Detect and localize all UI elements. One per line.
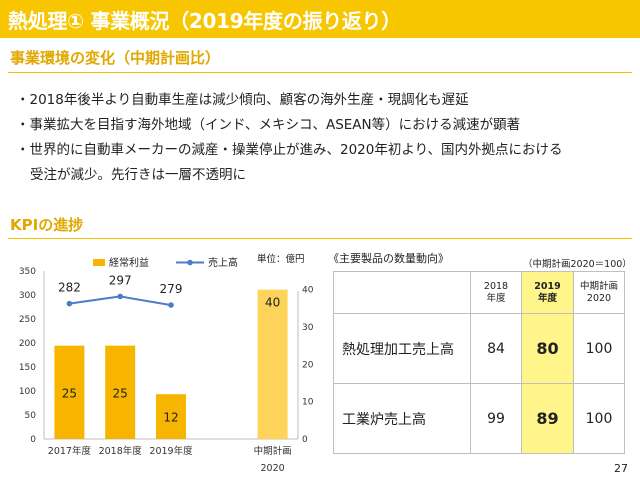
y-right-tick-label: 10 xyxy=(302,398,314,408)
x-tick-label: 中期計画 xyxy=(254,445,292,457)
bullet-item-continuation: 受注が減少。先行きは一層不透明に xyxy=(30,167,246,183)
quantity-table: 2018 年度 2019 年度 中期計画 2020 熱処理加工売上高 84 80 10… xyxy=(333,271,625,454)
row-label: 工業炉売上高 xyxy=(333,383,471,454)
header-line2: 年度 xyxy=(486,292,506,304)
bar xyxy=(156,394,186,439)
table-header-row: 2018 年度 2019 年度 中期計画 2020 xyxy=(333,271,625,314)
table-header-cell: 2018 年度 xyxy=(470,271,522,314)
y-left-tick-label: 0 xyxy=(30,435,36,445)
section-heading-kpi: KPIの進捗 xyxy=(10,216,84,234)
x-tick-label: 2019年度 xyxy=(149,445,193,457)
table-header-empty xyxy=(333,271,471,314)
legend-label-bar: 経常利益 xyxy=(109,256,149,269)
y-left-tick-label: 200 xyxy=(19,339,36,349)
section-divider xyxy=(8,72,632,73)
table-cell: 100 xyxy=(573,383,625,454)
title-bar: 熱処理① 事業概況（2019年度の振り返り） xyxy=(0,0,640,38)
table-cell: 99 xyxy=(470,383,522,454)
table-header-cell: 中期計画 2020 xyxy=(573,271,625,314)
section-divider xyxy=(8,238,632,239)
line-point xyxy=(66,300,73,307)
section-heading-environment: 事業環境の変化（中期計画比） xyxy=(10,49,221,67)
page-number: 27 xyxy=(614,462,628,475)
y-right-tick-label: 0 xyxy=(302,435,308,445)
bar xyxy=(105,345,136,439)
line-value-label: 279 xyxy=(160,282,183,296)
legend-swatch-line-point xyxy=(187,259,193,266)
line-point xyxy=(168,302,174,308)
table-cell: 84 xyxy=(470,313,522,384)
table-cell: 100 xyxy=(573,313,625,384)
row-label: 熱処理加工売上高 xyxy=(333,313,471,384)
bullet-item: ・世界的に自動車メーカーの減産・操業停止が進み、2020年初より、国内外拠点にお… xyxy=(16,142,563,158)
chart-unit-label: 単位：億円 xyxy=(257,253,305,265)
bullet-item: ・事業拡大を目指す海外地域（インド、メキシコ、ASEAN等）における減速が顕著 xyxy=(16,117,521,133)
table-cell-highlight: 80 xyxy=(521,313,574,384)
line-point xyxy=(117,293,123,300)
slide-title: 熱処理① 事業概況（2019年度の振り返り） xyxy=(8,9,401,33)
table-cell-highlight: 89 xyxy=(521,383,574,454)
y-right-tick-label: 20 xyxy=(302,360,314,370)
y-right-tick-label: 30 xyxy=(302,323,314,333)
y-left-tick-label: 300 xyxy=(19,291,36,301)
x-tick-label: 2018年度 xyxy=(99,445,143,457)
bar xyxy=(54,345,85,439)
legend-label-line: 売上高 xyxy=(208,256,238,269)
kpi-chart: 0 50 100 150 200 250 300 350 0 10 20 30 40 25 25 12 40 28… xyxy=(19,253,314,474)
header-line1: 2018 xyxy=(483,280,509,292)
table-row: 工業炉売上高 99 89 100 xyxy=(333,383,625,454)
header-line1: 2019 xyxy=(534,280,561,292)
line-value-label: 297 xyxy=(109,273,132,287)
x-tick-sublabel: 2020 xyxy=(261,463,285,474)
bullet-item: ・2018年後半より自動車生産は減少傾向、顧客の海外生産・現調化も遅延 xyxy=(16,92,469,108)
y-left-tick-label: 250 xyxy=(19,315,36,325)
y-left-tick-label: 50 xyxy=(25,411,37,421)
table-row: 熱処理加工売上高 84 80 100 xyxy=(333,313,625,384)
bullet-list: ・2018年後半より自動車生産は減少傾向、顧客の海外生産・現調化も遅延 ・事業拡… xyxy=(16,88,626,188)
bar-value-label: 40 xyxy=(265,296,280,310)
x-tick-label: 2017年度 xyxy=(48,445,92,457)
header-line2: 年度 xyxy=(537,292,557,304)
y-left-tick-label: 150 xyxy=(19,363,36,373)
quantity-table-title: 《主要製品の数量動向》 xyxy=(328,252,449,265)
bar-value-label: 25 xyxy=(113,386,128,400)
line-value-label: 282 xyxy=(58,281,81,295)
bar-plan xyxy=(257,289,288,439)
bar-value-label: 25 xyxy=(62,386,77,400)
y-right-tick-label: 40 xyxy=(302,286,314,296)
bar-value-label: 12 xyxy=(163,411,178,425)
header-line1: 中期計画 xyxy=(579,280,618,292)
table-header-cell-highlight: 2019 年度 xyxy=(521,271,574,314)
header-line2: 2020 xyxy=(586,292,612,304)
y-left-tick-label: 350 xyxy=(19,267,36,277)
quantity-table-note: （中期計画2020＝100） xyxy=(523,259,632,270)
legend-swatch-bar xyxy=(93,259,105,266)
y-left-tick-label: 100 xyxy=(19,387,36,397)
